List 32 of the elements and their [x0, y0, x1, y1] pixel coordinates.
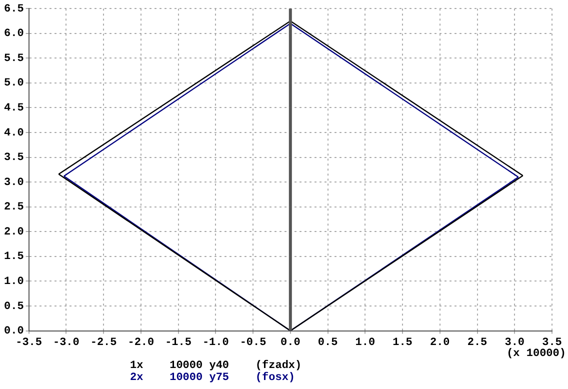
x-tick-label: -1.0: [202, 337, 229, 350]
y-tick-label: 0.0: [4, 326, 24, 338]
x-tick-label: 3.5: [542, 337, 562, 350]
y-tick-label: 6.5: [4, 3, 24, 16]
y-tick-label: 6.0: [4, 28, 24, 40]
x-tick-label: 1.5: [392, 337, 413, 350]
x-tick-label: -2.0: [128, 337, 154, 350]
x-tick-label: 0.5: [318, 337, 338, 350]
x-tick-label: 0.0: [280, 337, 300, 350]
y-tick-label: 5.5: [4, 52, 24, 65]
y-tick-label: 1.0: [4, 276, 24, 288]
x-tick-label: -3.5: [16, 337, 42, 350]
x-tick-label: 2.5: [467, 337, 488, 350]
y-tick-label: 4.5: [4, 102, 24, 115]
x-tick-label: -3.0: [52, 337, 80, 350]
x-axis-title: (x 10000): [506, 348, 566, 360]
y-tick-label: 1.5: [4, 251, 24, 264]
y-tick-label: 3.5: [4, 152, 24, 164]
x-tick-label: 2.0: [430, 337, 450, 350]
y-tick-label: 4.0: [4, 127, 24, 140]
y-tick-label: 0.5: [4, 300, 24, 313]
x-tick-label: 3.0: [504, 337, 525, 350]
y-tick-label: 2.0: [4, 226, 24, 238]
x-tick-label: -1.5: [165, 337, 192, 350]
y-tick-label: 3.0: [4, 176, 24, 189]
y-tick-label: 2.5: [4, 202, 24, 214]
x-tick-label: -2.5: [90, 337, 118, 350]
text: 2x 10000 y75 (fosx): [130, 372, 296, 384]
x-tick-label: -0.5: [240, 337, 267, 350]
text: 1x 10000 y40 (fzadx): [130, 360, 302, 372]
y-tick-label: 5.0: [4, 78, 24, 90]
x-tick-label: 1.0: [355, 337, 376, 350]
